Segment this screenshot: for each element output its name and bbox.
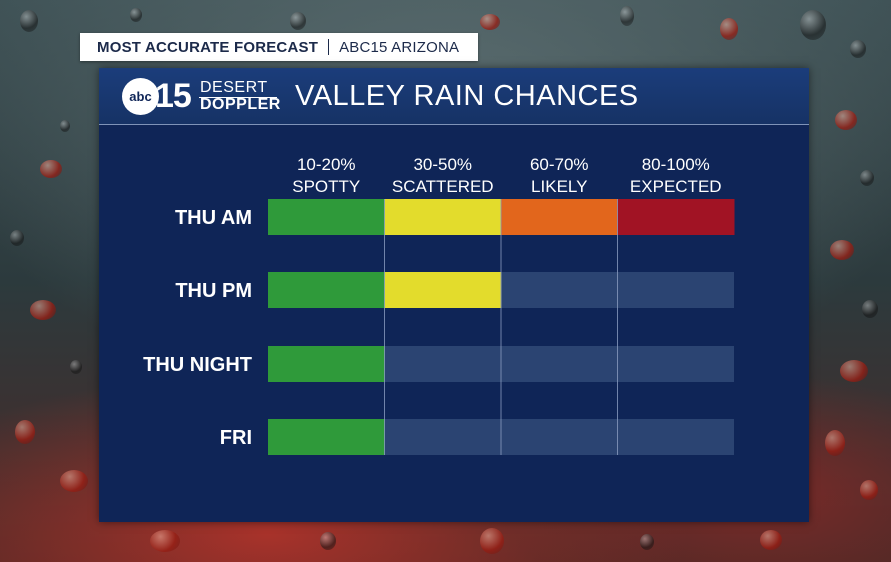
bar-segment — [268, 419, 385, 455]
panel-header: abc 15 DESERT DOPPLER VALLEY RAIN CHANCE… — [99, 68, 809, 125]
column-category-label: LIKELY — [531, 177, 587, 196]
tag-separator — [328, 39, 330, 55]
column-category-label: SCATTERED — [392, 177, 494, 196]
column-range-label: 30-50% — [413, 155, 472, 174]
channel-number: 15 — [155, 77, 192, 115]
station-logo: abc 15 DESERT DOPPLER — [122, 77, 280, 115]
bar-segment — [617, 199, 735, 235]
abc-logo-icon: abc — [122, 78, 159, 115]
row-label: THU AM — [175, 207, 252, 229]
column-range-label: 10-20% — [297, 155, 356, 174]
bar-segment — [268, 199, 385, 235]
bar-segment — [384, 199, 502, 235]
logo-desert-text: DESERT — [200, 79, 268, 96]
rain-chances-panel: abc 15 DESERT DOPPLER VALLEY RAIN CHANCE… — [99, 68, 809, 522]
column-category-label: SPOTTY — [292, 177, 360, 196]
column-range-label: 80-100% — [642, 155, 710, 174]
row-label: THU PM — [175, 280, 252, 302]
bar-segment — [501, 199, 618, 235]
row-label: FRI — [220, 427, 252, 449]
bar-segment — [268, 346, 385, 382]
bar-segment — [384, 272, 502, 308]
column-range-label: 60-70% — [530, 155, 589, 174]
tag-station: ABC15 ARIZONA — [339, 38, 460, 56]
column-category-label: EXPECTED — [630, 177, 722, 196]
logo-doppler-text: DOPPLER — [200, 96, 281, 113]
bar-segment — [268, 272, 385, 308]
logo-divider — [199, 97, 277, 98]
chart-title: VALLEY RAIN CHANCES — [295, 80, 639, 112]
rain-chance-chart: 10-20% SPOTTY 30-50% SCATTERED 60-70% LIKELY 8… — [143, 155, 735, 455]
row-label: THU NIGHT — [143, 354, 252, 376]
forecast-tag: MOST ACCURATE FORECAST ABC15 ARIZONA — [80, 33, 478, 61]
tag-title: MOST ACCURATE FORECAST — [97, 38, 319, 56]
